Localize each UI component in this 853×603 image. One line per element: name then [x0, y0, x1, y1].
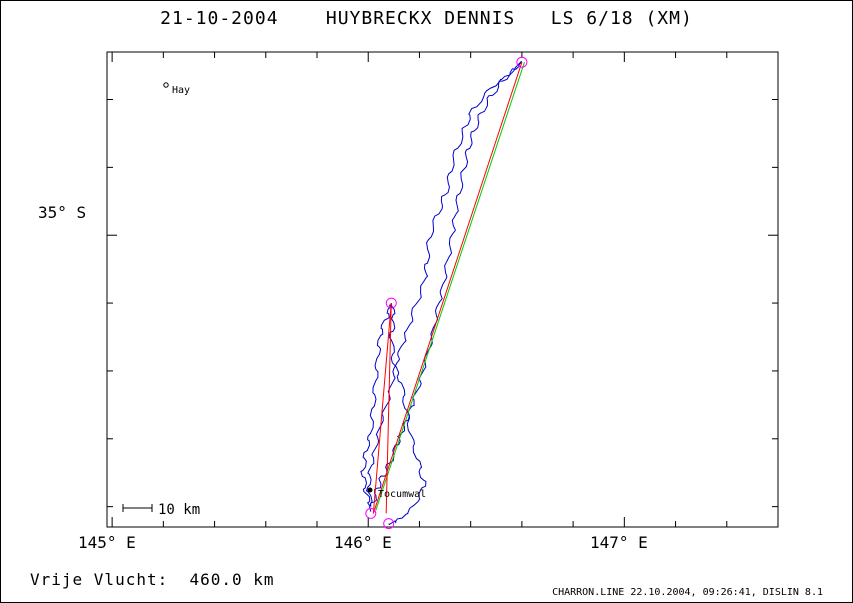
turnpoint-marker — [516, 56, 528, 68]
x-label-146: 146° E — [334, 533, 392, 552]
place-tocumwal: Tocumwal — [367, 487, 426, 500]
turnpoint-marker — [383, 518, 395, 530]
flight-leg-line — [372, 303, 392, 514]
tocumwal-label: Tocumwal — [378, 489, 426, 500]
footer-note: CHARRON.LINE 22.10.2004, 09:26:41, DISLI… — [552, 587, 823, 598]
turnpoints — [365, 56, 528, 530]
flight-tracks — [360, 60, 523, 526]
flight-track — [360, 303, 394, 507]
turnpoint-marker — [385, 297, 397, 309]
place-hay: Hay — [163, 82, 190, 96]
x-label-145: 145° E — [78, 533, 136, 552]
scale-bar: 10 km — [122, 502, 200, 518]
map-title: 21-10-2004 HUYBRECKX DENNIS LS 6/18 (XM) — [160, 8, 693, 29]
flight-track — [365, 60, 522, 507]
tocumwal-marker — [367, 487, 373, 493]
flight-leg-line — [385, 303, 392, 514]
turnpoint-marker — [365, 507, 377, 519]
scale-bar-label: 10 km — [158, 502, 200, 518]
hay-marker — [163, 82, 169, 88]
flight-legs — [372, 62, 525, 514]
optimal-leg-line — [375, 62, 525, 511]
y-label-35s: 35° S — [38, 203, 86, 222]
hay-label: Hay — [172, 85, 190, 96]
flight-track — [369, 61, 523, 512]
axis-ticks — [107, 52, 779, 527]
plot-area — [106, 51, 779, 528]
free-flight-distance: Vrije Vlucht: 460.0 km — [30, 570, 275, 589]
flight-leg-line — [372, 62, 523, 514]
x-label-147: 147° E — [590, 533, 648, 552]
